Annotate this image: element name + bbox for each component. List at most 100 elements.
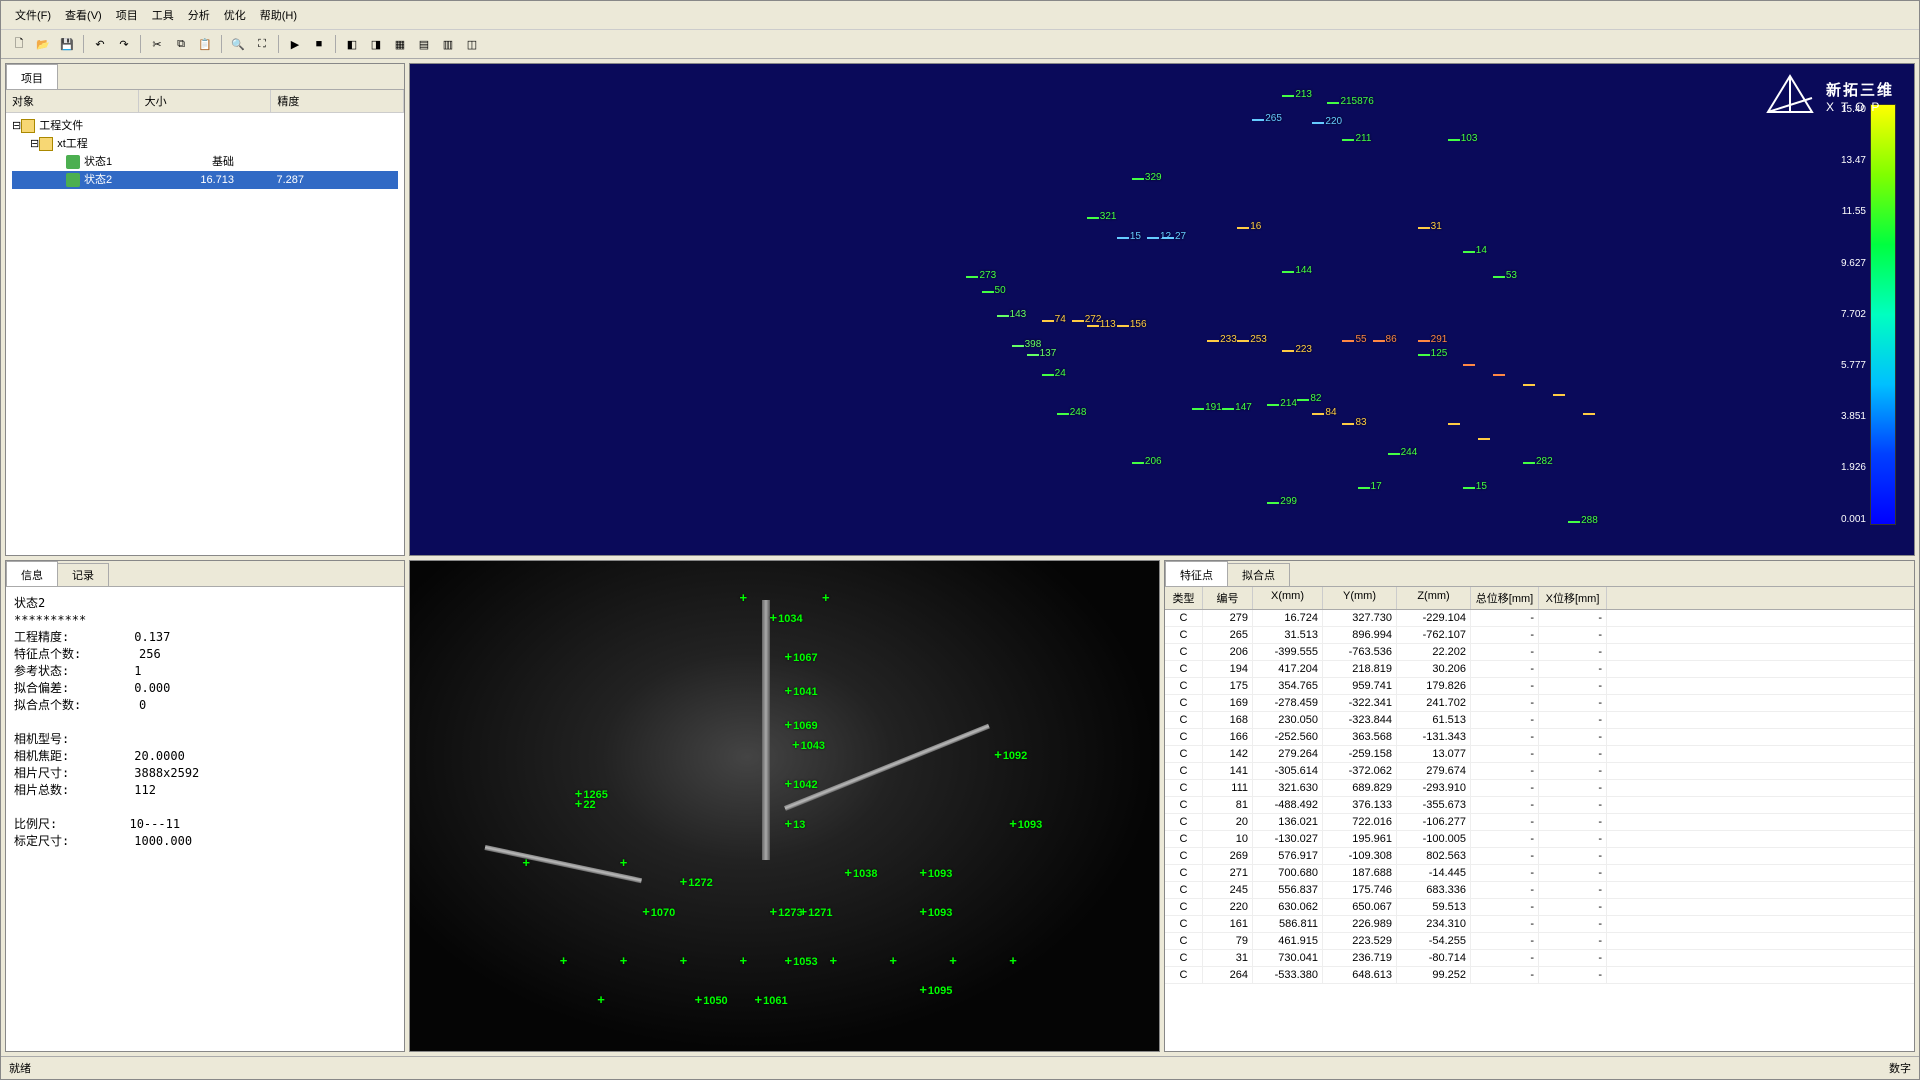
photo-marker: 1273 xyxy=(770,904,803,919)
point-marker: 15 xyxy=(1117,231,1141,242)
photo-marker: 1038 xyxy=(844,865,877,880)
tree-row[interactable]: 状态1基础 xyxy=(12,153,398,171)
photo-marker: 1093 xyxy=(919,865,952,880)
point-marker: 156 xyxy=(1117,319,1147,330)
project-tree[interactable]: ⊟ 工程文件 ⊟ xt工程状态1基础状态216.7137.287 xyxy=(6,113,404,555)
table-row[interactable]: C142279.264-259.15813.077-- xyxy=(1165,746,1914,763)
cfg4-icon[interactable]: ▤ xyxy=(414,34,434,54)
menu-item[interactable]: 优化 xyxy=(218,5,252,25)
table-row[interactable]: C81-488.492376.133-355.673-- xyxy=(1165,797,1914,814)
cfg3-icon[interactable]: ▦ xyxy=(390,34,410,54)
status-bar: 就绪 数字 xyxy=(1,1056,1919,1079)
photo-marker: 1272 xyxy=(680,874,713,889)
cfg5-icon[interactable]: ▥ xyxy=(438,34,458,54)
table-row[interactable]: C161586.811226.989234.310-- xyxy=(1165,916,1914,933)
photo-marker: 1069 xyxy=(785,717,818,732)
point-marker: 50 xyxy=(982,285,1006,296)
point-marker: 83 xyxy=(1342,417,1366,428)
table-row[interactable]: C175354.765959.741179.826-- xyxy=(1165,678,1914,695)
viewport-3d[interactable]: 2652202132158762111033293211512271631142… xyxy=(409,63,1915,556)
cfg6-icon[interactable]: ◫ xyxy=(462,34,482,54)
table-row[interactable]: C111321.630689.829-293.910-- xyxy=(1165,780,1914,797)
table-row[interactable]: C27916.724327.730-229.104-- xyxy=(1165,610,1914,627)
redo-icon[interactable]: ↷ xyxy=(114,34,134,54)
menu-item[interactable]: 帮助(H) xyxy=(254,5,303,25)
point-marker: 86 xyxy=(1373,334,1397,345)
table-row[interactable]: C269576.917-109.308802.563-- xyxy=(1165,848,1914,865)
table-row[interactable]: C245556.837175.746683.336-- xyxy=(1165,882,1914,899)
point-marker: 211 xyxy=(1342,133,1371,144)
point-marker: 220 xyxy=(1312,116,1342,127)
paste-icon[interactable]: 📋 xyxy=(195,34,215,54)
table-row[interactable]: C169-278.459-322.341241.702-- xyxy=(1165,695,1914,712)
cut-icon[interactable]: ✂ xyxy=(147,34,167,54)
point-marker: 24 xyxy=(1042,368,1066,379)
table-body[interactable]: C27916.724327.730-229.104--C26531.513896… xyxy=(1165,610,1914,1052)
point-marker xyxy=(1448,417,1461,428)
table-row[interactable]: C141-305.614-372.062279.674-- xyxy=(1165,763,1914,780)
menu-item[interactable]: 文件(F) xyxy=(9,5,57,25)
tree-row[interactable]: ⊟ xt工程 xyxy=(12,135,398,153)
photo-marker xyxy=(680,953,689,968)
copy-icon[interactable]: ⧉ xyxy=(171,34,191,54)
menu-item[interactable]: 项目 xyxy=(110,5,144,25)
tree-row[interactable]: 状态216.7137.287 xyxy=(12,171,398,189)
table-row[interactable]: C220630.062650.06759.513-- xyxy=(1165,899,1914,916)
point-marker xyxy=(1463,358,1476,369)
photo-view[interactable]: 1034106710411069104310421092126522131093… xyxy=(409,560,1160,1053)
tree-row[interactable]: ⊟ 工程文件 xyxy=(12,117,398,135)
table-row[interactable]: C206-399.555-763.53622.202-- xyxy=(1165,644,1914,661)
table-row[interactable]: C79461.915223.529-54.255-- xyxy=(1165,933,1914,950)
new-icon[interactable]: 🗋 xyxy=(9,34,29,54)
tab-fit-pts[interactable]: 拟合点 xyxy=(1227,563,1290,586)
table-row[interactable]: C271700.680187.688-14.445-- xyxy=(1165,865,1914,882)
tree-header: 对象大小精度 xyxy=(6,90,404,113)
menu-item[interactable]: 分析 xyxy=(182,5,216,25)
table-row[interactable]: C20136.021722.016-106.277-- xyxy=(1165,814,1914,831)
table-row[interactable]: C26531.513896.994-762.107-- xyxy=(1165,627,1914,644)
undo-icon[interactable]: ↶ xyxy=(90,34,110,54)
table-row[interactable]: C31730.041236.719-80.714-- xyxy=(1165,950,1914,967)
table-row[interactable]: C166-252.560363.568-131.343-- xyxy=(1165,729,1914,746)
point-marker: 16 xyxy=(1237,221,1261,232)
point-marker: 113 xyxy=(1087,319,1116,330)
play-icon[interactable]: ▶ xyxy=(285,34,305,54)
photo-marker xyxy=(620,855,629,870)
photo-marker xyxy=(560,953,569,968)
fit-icon[interactable]: ⛶ xyxy=(252,34,272,54)
table-row[interactable]: C264-533.380648.61399.252-- xyxy=(1165,967,1914,984)
table-row[interactable]: C168230.050-323.84461.513-- xyxy=(1165,712,1914,729)
point-marker: 214 xyxy=(1267,398,1297,409)
tab-feature-pts[interactable]: 特征点 xyxy=(1165,561,1228,586)
cfg2-icon[interactable]: ◨ xyxy=(366,34,386,54)
photo-marker xyxy=(949,953,958,968)
table-row[interactable]: C10-130.027195.961-100.005-- xyxy=(1165,831,1914,848)
point-marker xyxy=(1478,432,1491,443)
menu-item[interactable]: 查看(V) xyxy=(59,5,108,25)
photo-marker: 13 xyxy=(785,816,806,831)
open-icon[interactable]: 📂 xyxy=(33,34,53,54)
tab-project[interactable]: 项目 xyxy=(6,64,58,89)
table-row[interactable]: C194417.204218.81930.206-- xyxy=(1165,661,1914,678)
point-marker: 321 xyxy=(1087,211,1117,222)
photo-marker xyxy=(740,590,749,605)
stop-icon[interactable]: ■ xyxy=(309,34,329,54)
point-marker: 265 xyxy=(1252,113,1282,124)
cfg1-icon[interactable]: ◧ xyxy=(342,34,362,54)
photo-marker: 22 xyxy=(575,796,596,811)
zoom-icon[interactable]: 🔍 xyxy=(228,34,248,54)
point-marker: 31 xyxy=(1418,221,1442,232)
photo-marker xyxy=(740,953,749,968)
photo-marker: 1092 xyxy=(994,747,1027,762)
photo-marker xyxy=(597,992,606,1007)
point-marker: 125 xyxy=(1418,348,1448,359)
menu-item[interactable]: 工具 xyxy=(146,5,180,25)
tab-info[interactable]: 信息 xyxy=(6,561,58,586)
tab-log[interactable]: 记录 xyxy=(57,563,109,586)
save-icon[interactable]: 💾 xyxy=(57,34,77,54)
photo-marker: 1070 xyxy=(642,904,675,919)
point-marker xyxy=(1523,378,1536,389)
point-marker: 137 xyxy=(1027,348,1057,359)
point-marker: 82 xyxy=(1297,393,1321,404)
point-marker: 143 xyxy=(997,309,1027,320)
